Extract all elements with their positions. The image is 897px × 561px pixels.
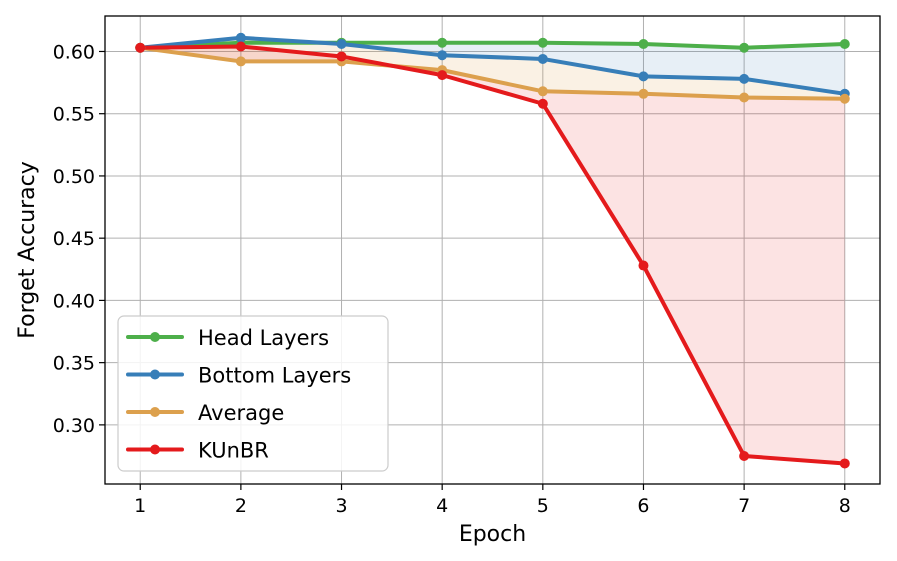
- x-tick-label: 7: [738, 495, 750, 517]
- data-point-bottom-layers: [739, 73, 750, 84]
- legend-label-kunbr: KUnBR: [198, 439, 269, 463]
- x-tick-label: 2: [235, 495, 247, 517]
- data-point-kunbr: [336, 51, 347, 62]
- data-point-head-layers: [839, 39, 850, 50]
- y-tick-label: 0.55: [53, 104, 95, 126]
- data-point-bottom-layers: [336, 39, 347, 50]
- shaded-region-head-layers-bottom-layers: [140, 37, 845, 94]
- series-line-average: [138, 45, 847, 101]
- data-point-kunbr: [839, 458, 850, 469]
- y-tick-label: 0.30: [53, 415, 95, 437]
- y-tick-label: 0.50: [53, 166, 95, 188]
- legend: Head Layers Bottom Layers Average KUnBR: [117, 315, 389, 472]
- series-line-bottom-layers: [138, 35, 847, 96]
- series-markers: [135, 32, 850, 469]
- data-point-average: [638, 88, 649, 99]
- data-point-average: [537, 86, 548, 97]
- legend-label-bottom-layers: Bottom Layers: [198, 364, 351, 388]
- legend-marker-bottom-layers: [150, 369, 160, 380]
- plot-frame: [104, 15, 881, 485]
- data-point-kunbr: [739, 450, 750, 461]
- data-point-bottom-layers: [235, 32, 246, 43]
- data-point-average: [739, 92, 750, 103]
- data-point-kunbr: [537, 98, 548, 109]
- x-tick-label: 4: [436, 495, 448, 517]
- data-point-bottom-layers: [437, 50, 448, 61]
- legend-label-average: Average: [198, 401, 284, 425]
- legend-label-head-layers: Head Layers: [198, 326, 329, 350]
- shaded-region-average-kunbr: [140, 46, 845, 464]
- data-point-kunbr: [638, 260, 649, 271]
- data-point-head-layers: [638, 39, 649, 50]
- series-line-head-layers: [138, 40, 847, 50]
- data-point-kunbr: [235, 41, 246, 52]
- data-point-kunbr: [135, 42, 146, 53]
- legend-marker-average: [150, 407, 160, 417]
- data-point-kunbr: [437, 70, 448, 81]
- legend-box: [117, 315, 389, 472]
- legend-marker-head-layers: [150, 332, 160, 342]
- data-point-head-layers: [437, 37, 448, 48]
- data-point-head-layers: [537, 37, 548, 48]
- data-point-average: [839, 93, 850, 104]
- x-axis-label: Epoch: [459, 522, 526, 547]
- x-tick-label: 8: [839, 495, 851, 517]
- x-tick-label: 1: [134, 495, 146, 517]
- legend-marker-kunbr: [150, 444, 160, 455]
- series-line-kunbr: [138, 44, 847, 466]
- axis-ticks: 1 2 3 4 5 6 7 8 0.30 0.35 0.40 0.45 0.50 0.55 0.60: [53, 41, 851, 517]
- x-tick-label: 6: [637, 495, 649, 517]
- y-axis-label: Forget Accuracy: [15, 161, 40, 339]
- x-tick-label: 5: [537, 495, 549, 517]
- data-point-bottom-layers: [638, 71, 649, 82]
- data-point-bottom-layers: [537, 53, 548, 64]
- y-tick-label: 0.35: [53, 353, 95, 375]
- data-point-head-layers: [739, 42, 750, 53]
- x-tick-label: 3: [335, 495, 347, 517]
- y-tick-label: 0.40: [53, 290, 95, 312]
- y-tick-label: 0.45: [53, 228, 95, 250]
- y-tick-label: 0.60: [53, 41, 95, 63]
- series-lines: [138, 35, 847, 466]
- data-point-average: [235, 56, 246, 67]
